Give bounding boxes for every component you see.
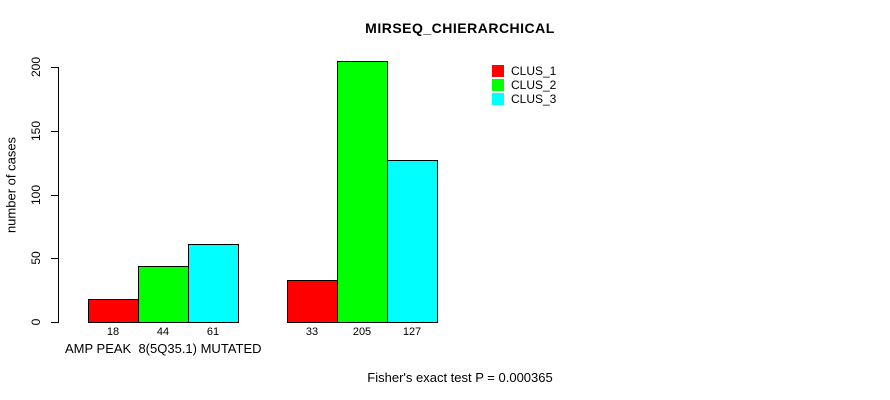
legend-item: CLUS_2: [492, 78, 556, 92]
y-tick: [51, 195, 58, 196]
footer-stat-text: Fisher's exact test P = 0.000365: [367, 370, 553, 385]
y-tick: [51, 131, 58, 132]
legend-label: CLUS_2: [511, 78, 557, 92]
bar-value-label: 18: [106, 326, 120, 338]
y-tick-label: 100: [29, 184, 43, 206]
y-tick-label: 150: [29, 120, 43, 142]
legend-label: CLUS_3: [511, 92, 557, 106]
bar-value-label: 44: [156, 326, 170, 338]
bar-value-label: 127: [402, 326, 422, 338]
y-axis-label: number of cases: [3, 136, 19, 234]
y-tick-label: 0: [29, 318, 43, 326]
bar-value-label: 61: [206, 326, 220, 338]
bar: [138, 266, 189, 323]
bar: [287, 280, 338, 323]
legend-swatch: [492, 93, 504, 105]
y-tick-label: 50: [29, 251, 43, 265]
legend-item: CLUS_3: [492, 92, 556, 106]
y-tick: [51, 67, 58, 68]
y-axis-line: [58, 67, 59, 323]
bar: [387, 160, 438, 323]
legend: CLUS_1 CLUS_2 CLUS_3: [492, 64, 556, 106]
legend-item: CLUS_1: [492, 64, 556, 78]
legend-swatch: [492, 79, 504, 91]
legend-swatch: [492, 65, 504, 77]
chart-title: MIRSEQ_CHIERARCHICAL: [365, 20, 555, 36]
y-tick: [51, 258, 58, 259]
bar-value-label: 33: [305, 326, 319, 338]
bar: [337, 61, 388, 323]
x-axis-label: AMP PEAK 8(5Q35.1) MUTATED: [65, 341, 262, 356]
y-tick-label: 200: [29, 56, 43, 78]
bar: [88, 299, 139, 323]
y-tick: [51, 322, 58, 323]
bar-value-label: 205: [352, 326, 372, 338]
legend-label: CLUS_1: [511, 64, 557, 78]
bar: [188, 244, 239, 323]
